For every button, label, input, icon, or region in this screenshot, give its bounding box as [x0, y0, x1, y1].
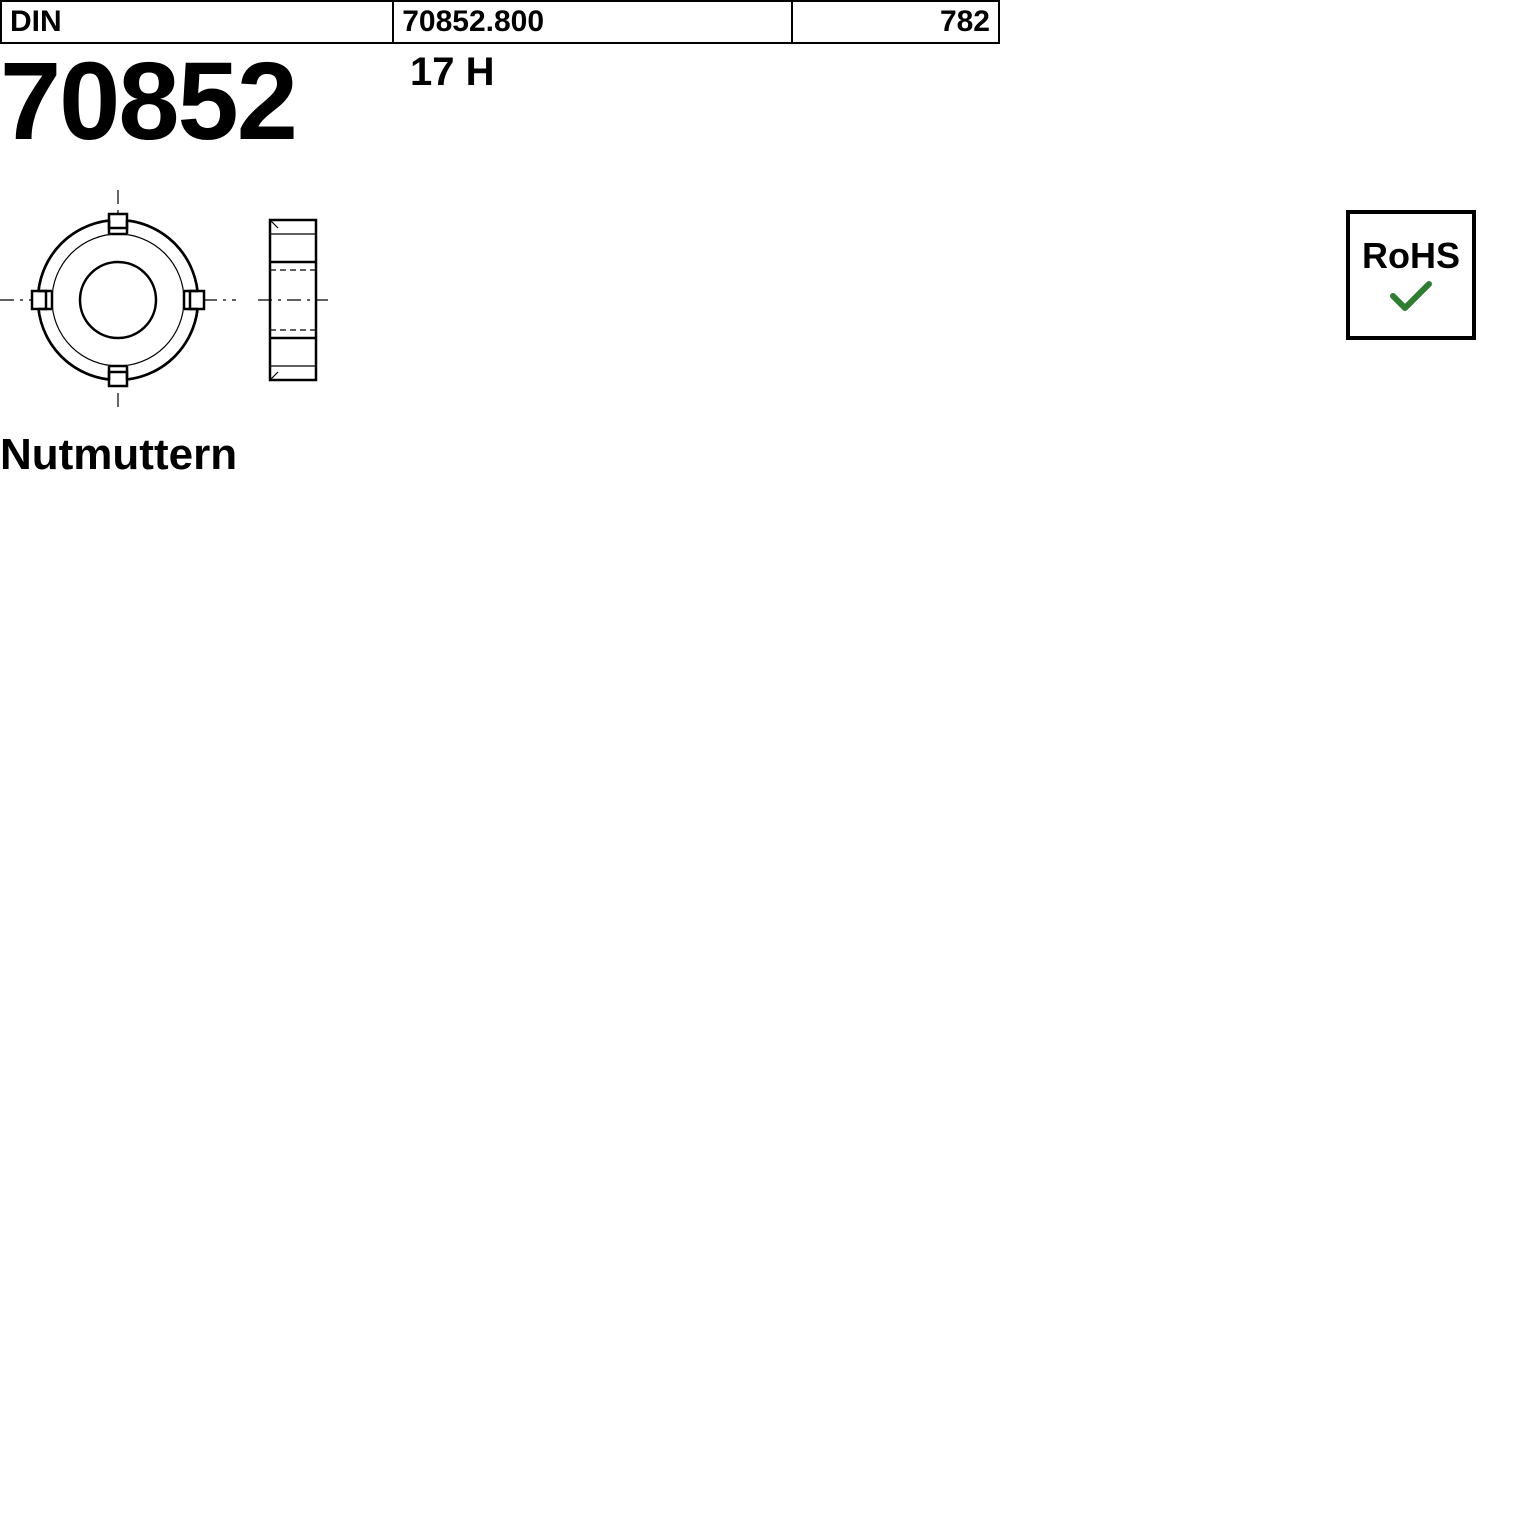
header-cell-center: 70852.800 — [393, 1, 792, 43]
standard-number: 70852 — [0, 38, 296, 165]
page: DIN 70852.800 782 70852 17 H Nutmuttern — [0, 0, 1536, 1536]
spec-label: 17 H — [410, 50, 495, 95]
product-name: Nutmuttern — [0, 430, 237, 480]
rohs-badge: RoHS — [1346, 210, 1476, 340]
header-cell-left: DIN — [1, 1, 393, 43]
nut-diagram — [0, 190, 400, 410]
rohs-label: RoHS — [1362, 238, 1460, 274]
check-icon — [1389, 280, 1433, 312]
header-cell-right: 782 — [792, 1, 999, 43]
